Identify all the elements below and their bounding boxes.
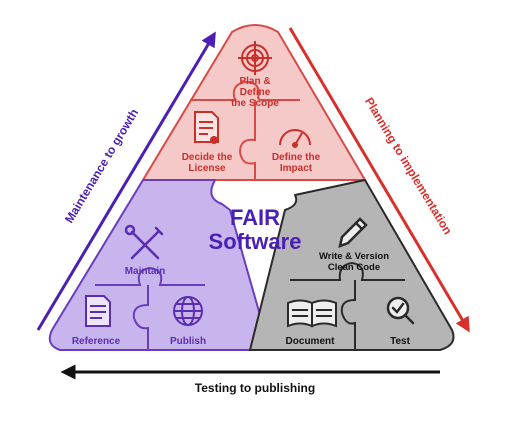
plan-label-line2: Define (240, 87, 271, 98)
impact-label-line1: Define the (272, 152, 321, 163)
write-label-line1: Write & Version (319, 251, 389, 262)
left-divider-line (95, 266, 205, 286)
top-divider-line-2 (238, 100, 256, 180)
center-title-line2: Software (209, 229, 302, 254)
target-icon (238, 41, 272, 75)
plan-label-line3: the Scope (231, 98, 279, 109)
license-label-line1: Decide the (182, 152, 233, 163)
gauge-icon (279, 129, 311, 148)
bottom-arrow-label: Testing to publishing (195, 381, 315, 395)
publish-label: Publish (170, 336, 206, 347)
plan-label-line1: Plan & (239, 76, 270, 87)
top-section: Plan & Define the Scope Decide the Licen… (142, 24, 366, 181)
left-divider-line-2 (132, 285, 149, 350)
impact-label-line2: Impact (280, 163, 313, 174)
right-section: Write & Version Clean Code Document Test (249, 179, 455, 351)
left-section: Maintain Reference Publish (48, 179, 271, 351)
tools-icon (124, 224, 164, 260)
reference-document-icon (85, 295, 111, 327)
globe-icon (173, 296, 203, 326)
right-divider-line-2 (340, 280, 356, 350)
write-label-line2: Clean Code (328, 262, 380, 273)
center-title-line1: FAIR (230, 205, 280, 230)
license-document-icon (194, 111, 219, 144)
book-icon (287, 299, 337, 328)
maintain-label: Maintain (125, 266, 166, 277)
left-arrow (36, 31, 216, 331)
top-divider-line (190, 80, 300, 101)
test-label: Test (390, 336, 410, 347)
right-divider-line (290, 261, 405, 281)
right-arrow (288, 27, 470, 333)
reference-label: Reference (72, 336, 121, 347)
magnifier-check-icon (386, 296, 415, 325)
pen-icon (338, 217, 368, 248)
license-label-line2: License (188, 163, 226, 174)
document-label: Document (286, 336, 336, 347)
